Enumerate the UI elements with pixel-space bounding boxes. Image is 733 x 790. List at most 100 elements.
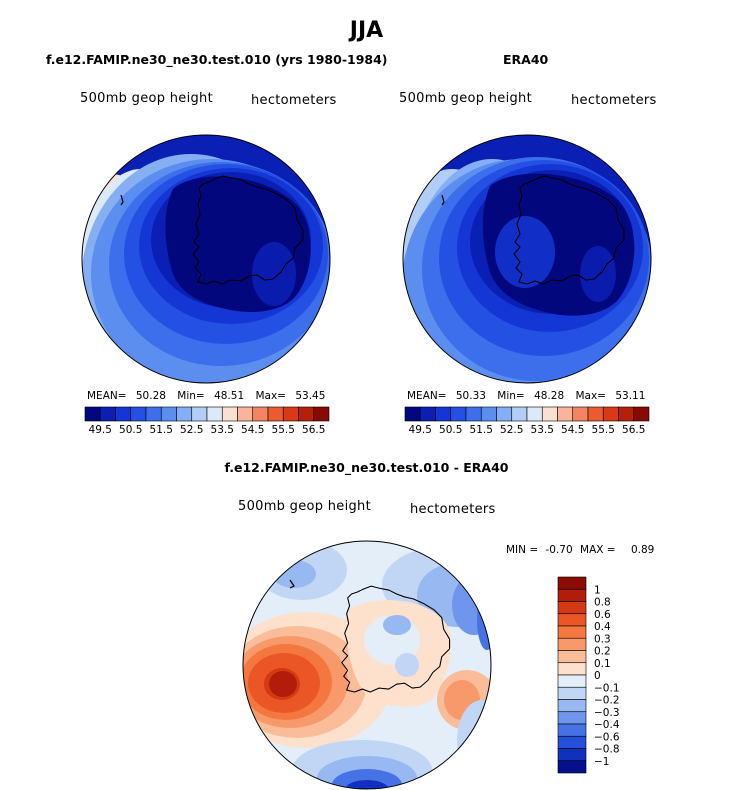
colorbar-tick-label: −0.3 xyxy=(594,707,620,719)
min-label: MIN = xyxy=(506,544,539,556)
colorbar-tick-label: −0.1 xyxy=(594,682,620,694)
colorbar-swatch xyxy=(557,699,587,713)
colorbar-tick-label: 0.2 xyxy=(594,646,611,658)
colorbar-swatch xyxy=(252,406,269,422)
colorbar-swatch xyxy=(572,406,589,422)
colorbar-tick-label: −0.8 xyxy=(594,744,620,756)
colorbar-tick-label: 51.5 xyxy=(470,424,493,436)
colorbar-swatch xyxy=(99,406,116,422)
colorbar-swatch xyxy=(557,723,587,737)
colorbar-swatch xyxy=(557,406,574,422)
min-value: 48.28 xyxy=(534,390,565,402)
min-value: 48.51 xyxy=(214,390,245,402)
colorbar-tick-label: 49.5 xyxy=(89,424,112,436)
colorbar-swatch xyxy=(557,613,587,627)
panel-obs-units: hectometers xyxy=(571,93,657,108)
colorbar-tick-label: −1 xyxy=(594,756,609,768)
panel-model-variable: 500mb geop height xyxy=(80,91,213,106)
colorbar-swatch xyxy=(115,406,132,422)
colorbar-swatch xyxy=(557,650,587,664)
min-label: Min= xyxy=(497,390,525,402)
colorbar-swatch xyxy=(557,686,587,700)
panel-diff-title: f.e12.FAMIP.ne30_ne30.test.010 - ERA40 xyxy=(224,460,509,475)
colorbar-tick-label: 50.5 xyxy=(439,424,462,436)
colorbar-swatch xyxy=(267,406,284,422)
colorbar-swatch xyxy=(633,406,650,422)
colorbar-swatch xyxy=(435,406,452,422)
colorbar-swatch xyxy=(618,406,635,422)
max-value: 53.45 xyxy=(295,390,326,402)
colorbar-swatch xyxy=(557,576,587,590)
colorbar-swatch xyxy=(587,406,604,422)
colorbar-tick-label: 1 xyxy=(594,584,601,596)
colorbar-swatch xyxy=(557,662,587,676)
mean-label: MEAN= xyxy=(87,390,127,402)
colorbar-swatch xyxy=(465,406,482,422)
panel-model-stats: MEAN= 50.28 Min= 48.51 Max= 53.45 xyxy=(87,390,325,402)
colorbar-swatch xyxy=(557,601,587,615)
colorbar-tick-label: 0 xyxy=(594,670,601,682)
min-value: -0.70 xyxy=(545,544,573,556)
colorbar-swatch xyxy=(145,406,162,422)
colorbar-swatch xyxy=(557,625,587,639)
colorbar-tick-label: 0.3 xyxy=(594,633,611,645)
colorbar-swatch xyxy=(557,588,587,602)
colorbar-swatch xyxy=(526,406,543,422)
colorbar-swatch xyxy=(206,406,223,422)
panel-obs-stats: MEAN= 50.33 Min= 48.28 Max= 53.11 xyxy=(407,390,645,402)
colorbar-tick-label: 49.5 xyxy=(409,424,432,436)
mean-value: 50.28 xyxy=(135,390,166,402)
min-label: Min= xyxy=(177,390,205,402)
panel-obs-colorbar: 49.5 50.5 51.5 52.5 53.5 54.5 55.5 56.5 xyxy=(404,406,650,436)
colorbar-swatch xyxy=(557,735,587,749)
colorbar-tick-label: 55.5 xyxy=(272,424,295,436)
colorbar-tick-label: 56.5 xyxy=(302,424,325,436)
colorbar-swatch xyxy=(557,748,587,762)
colorbar-swatch xyxy=(282,406,299,422)
max-value: 0.89 xyxy=(630,544,655,556)
panel-diff-colorbar: 10.80.60.40.30.20.10−0.1−0.2−0.3−0.4−0.6… xyxy=(557,576,620,774)
colorbar-swatch xyxy=(221,406,238,422)
panel-model-colorbar: 49.5 50.5 51.5 52.5 53.5 54.5 55.5 56.5 xyxy=(84,406,330,436)
mean-label: MEAN= xyxy=(407,390,447,402)
colorbar-tick-label: −0.6 xyxy=(594,731,620,743)
colorbar-tick-label: 51.5 xyxy=(150,424,173,436)
panel-model-title: f.e12.FAMIP.ne30_ne30.test.010 (yrs 1980… xyxy=(46,52,388,67)
colorbar-tick-label: 53.5 xyxy=(211,424,234,436)
colorbar-tick-label: 0.4 xyxy=(594,621,611,633)
figure-title: JJA xyxy=(349,18,384,43)
colorbar-tick-label: 54.5 xyxy=(561,424,584,436)
colorbar-swatch xyxy=(237,406,254,422)
colorbar-tick-label: 52.5 xyxy=(180,424,203,436)
colorbar-swatch xyxy=(511,406,528,422)
colorbar-swatch xyxy=(557,711,587,725)
max-label: Max= xyxy=(575,390,606,402)
max-value: 53.11 xyxy=(615,390,646,402)
colorbar-swatch xyxy=(176,406,193,422)
colorbar-tick-label: 53.5 xyxy=(531,424,554,436)
max-label: Max= xyxy=(255,390,286,402)
panel-diff-stats: MIN = -0.70 MAX = 0.89 xyxy=(506,544,654,556)
colorbar-swatch xyxy=(404,406,421,422)
colorbar-swatch xyxy=(557,637,587,651)
colorbar-swatch xyxy=(298,406,315,422)
colorbar-swatch xyxy=(541,406,558,422)
colorbar-tick-label: 54.5 xyxy=(241,424,264,436)
colorbar-swatch xyxy=(191,406,208,422)
colorbar-swatch xyxy=(84,406,101,422)
panel-model-units: hectometers xyxy=(251,93,337,108)
colorbar-swatch xyxy=(602,406,619,422)
panel-diff-map xyxy=(242,540,492,790)
panel-obs-variable: 500mb geop height xyxy=(399,91,532,106)
colorbar-tick-label: −0.2 xyxy=(594,695,620,707)
panel-obs-map xyxy=(402,134,652,384)
colorbar-tick-label: 56.5 xyxy=(622,424,645,436)
colorbar-swatch xyxy=(160,406,177,422)
colorbar-swatch xyxy=(419,406,436,422)
mean-value: 50.33 xyxy=(455,390,486,402)
max-label: MAX = xyxy=(580,544,616,556)
colorbar-tick-label: 0.6 xyxy=(594,609,611,621)
colorbar-swatch xyxy=(557,760,587,774)
panel-model-map xyxy=(81,134,331,384)
colorbar-swatch xyxy=(480,406,497,422)
